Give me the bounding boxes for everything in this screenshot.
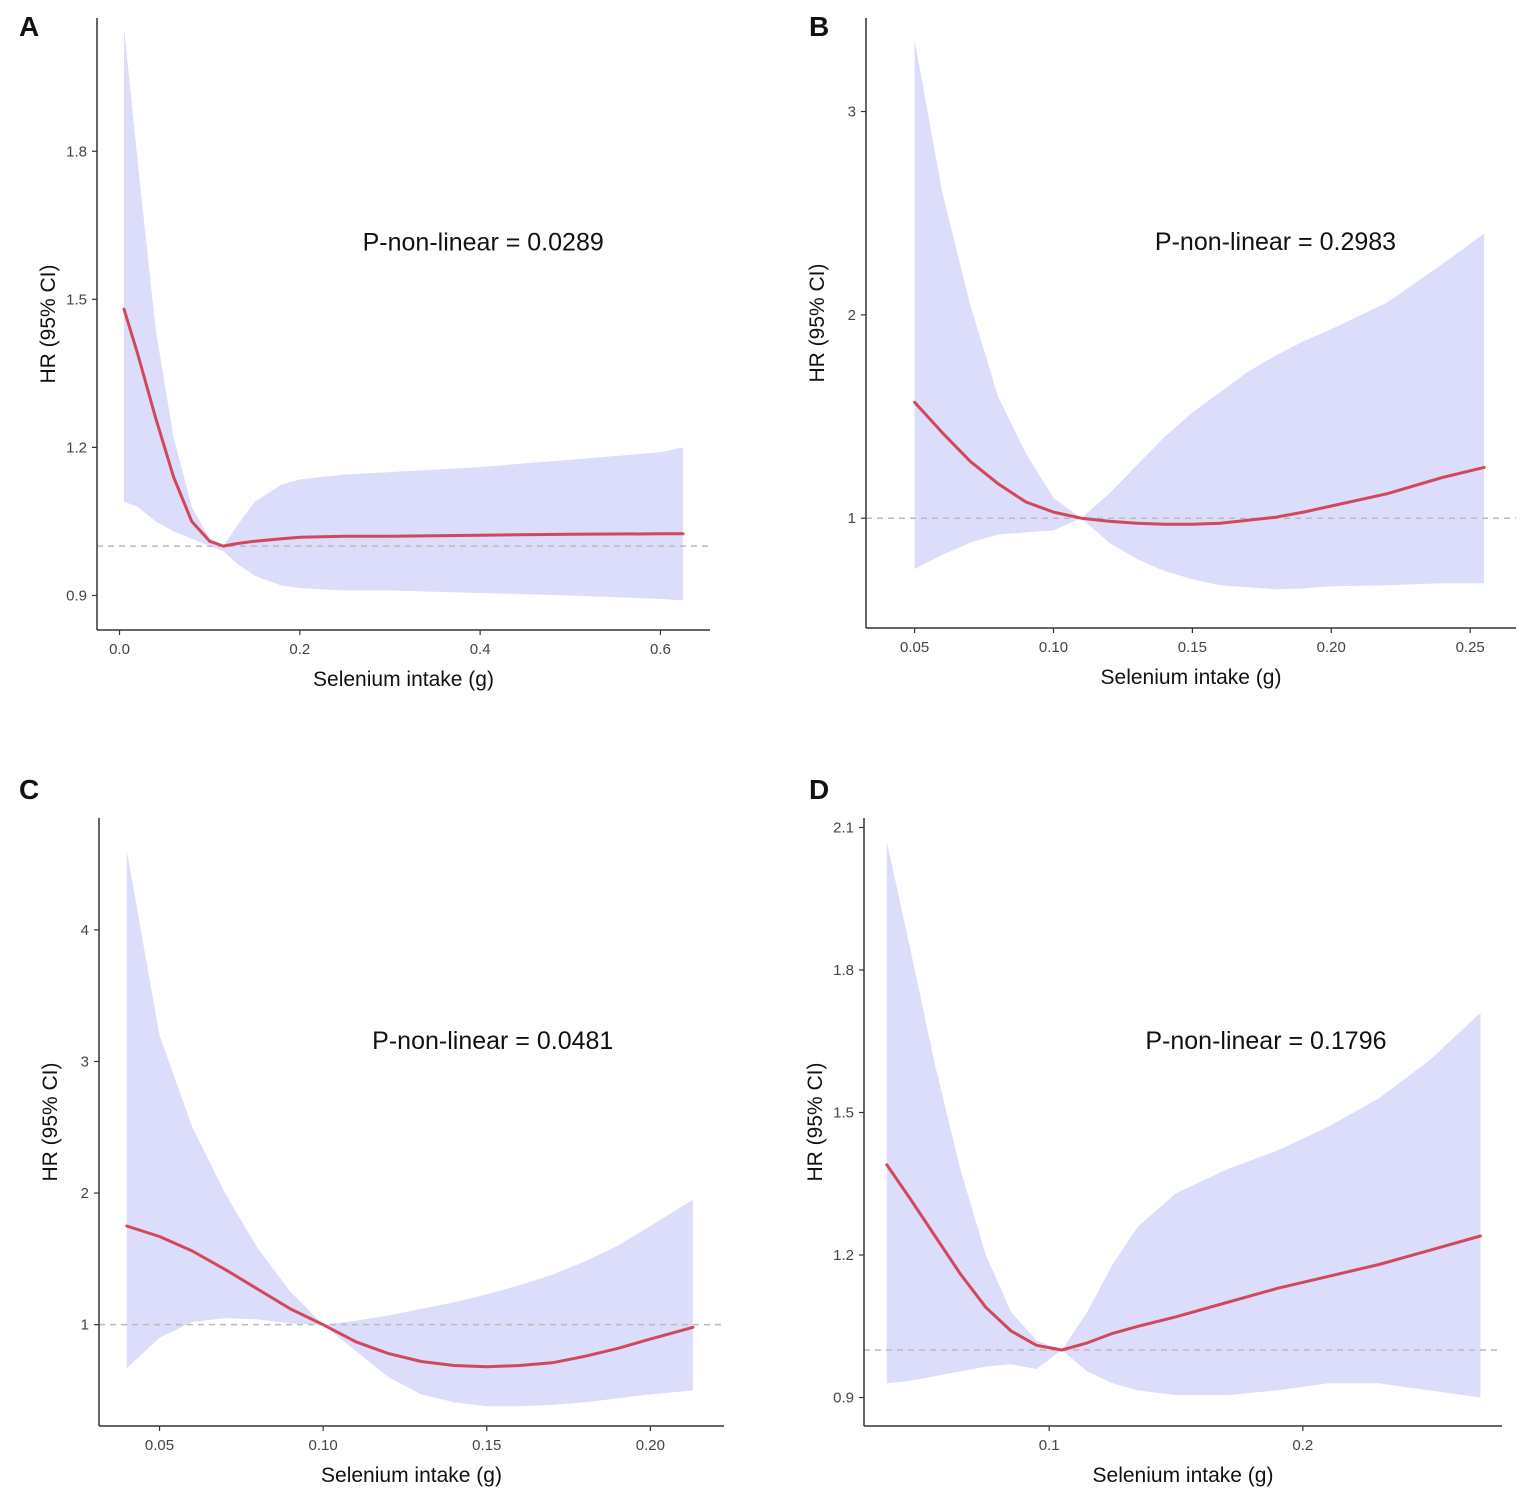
y-tick-label: 1.2	[833, 1247, 854, 1264]
x-tick-label: 0.05	[145, 1437, 174, 1454]
x-axis-title: Selenium intake (g)	[313, 668, 494, 691]
panel-letter: B	[809, 11, 830, 42]
panel-a: A 0.0 0.2 0.4 0.6 0.9 1.2 1.5 1.8 Selenium intak…	[0, 0, 762, 752]
hr-line	[885, 1163, 1482, 1352]
x-tick-label: 0.15	[1178, 639, 1207, 656]
y-tick-label: 0.9	[66, 587, 87, 604]
p-value-annotation: P-non-linear = 0.0289	[363, 229, 604, 257]
hr-line	[125, 1224, 695, 1369]
y-tick-label: 4	[81, 922, 89, 939]
x-tick-label: 0.0	[109, 641, 130, 658]
x-tick-label: 0.10	[1039, 639, 1068, 656]
x-tick-label: 0.25	[1456, 639, 1485, 656]
y-tick-label: 1	[848, 510, 856, 527]
p-value-annotation: P-non-linear = 0.1796	[1145, 1027, 1386, 1055]
panel-letter: D	[809, 774, 830, 805]
chart-d: 0.1 0.2 0.9 1.2 1.5 1.8 2.1 Selenium intake (g)…	[804, 818, 1502, 1487]
x-tick-label: 0.2	[1292, 1437, 1313, 1454]
y-axis-title: HR (95% CI)	[37, 264, 60, 383]
y-tick-label: 2	[848, 307, 856, 324]
hr-line	[913, 400, 1486, 526]
y-tick-label: 3	[848, 104, 856, 121]
y-tick-label: 1.8	[833, 962, 854, 979]
p-value-annotation: P-non-linear = 0.0481	[372, 1027, 613, 1055]
y-axis-title: HR (95% CI)	[39, 1062, 62, 1181]
panel-c: C 0.05 0.10 0.15 0.20 1 2 3 4 Selenium intake (g…	[0, 752, 762, 1503]
chart-c: 0.05 0.10 0.15 0.20 1 2 3 4 Selenium intake (g) H…	[39, 818, 724, 1487]
ci-band	[126, 850, 693, 1407]
y-tick-label: 1.5	[66, 291, 87, 308]
y-axis-title: HR (95% CI)	[804, 1062, 827, 1181]
y-axis-title: HR (95% CI)	[806, 263, 829, 382]
hr-line	[122, 307, 685, 548]
panel-letter: A	[19, 11, 40, 42]
chart-b: 0.05 0.10 0.15 0.20 0.25 1 2 3 Selenium intake (…	[806, 18, 1516, 689]
ci-band	[886, 841, 1481, 1398]
x-axis-title: Selenium intake (g)	[1093, 1464, 1274, 1487]
y-tick-label: 1.5	[833, 1105, 854, 1122]
y-tick-label: 2	[81, 1185, 89, 1202]
ci-band	[124, 27, 683, 601]
panel-b: B 0.05 0.10 0.15 0.20 0.25 1 2 3 Selenium intake…	[762, 0, 1524, 752]
y-tick-label: 1	[81, 1317, 89, 1334]
x-tick-label: 0.20	[1317, 639, 1346, 656]
y-tick-label: 3	[81, 1053, 89, 1070]
x-tick-label: 0.1	[1039, 1437, 1060, 1454]
x-tick-label: 0.15	[472, 1437, 501, 1454]
x-tick-label: 0.20	[636, 1437, 665, 1454]
y-tick-label: 0.9	[833, 1390, 854, 1407]
y-tick-label: 1.2	[66, 439, 87, 456]
x-tick-label: 0.10	[309, 1437, 338, 1454]
chart-a: 0.0 0.2 0.4 0.6 0.9 1.2 1.5 1.8 Selenium intake …	[37, 18, 710, 691]
x-tick-label: 0.4	[470, 641, 491, 658]
y-tick-label: 2.1	[833, 820, 854, 837]
panel-d: D 0.1 0.2 0.9 1.2 1.5 1.8 2.1 Selenium intake (…	[762, 752, 1524, 1503]
x-tick-label: 0.05	[900, 639, 929, 656]
x-tick-label: 0.6	[650, 641, 671, 658]
x-axis-title: Selenium intake (g)	[321, 1464, 502, 1487]
y-tick-label: 1.8	[66, 143, 87, 160]
x-axis-title: Selenium intake (g)	[1101, 666, 1282, 689]
ci-band	[914, 40, 1485, 590]
x-tick-label: 0.2	[289, 641, 310, 658]
panel-letter: C	[19, 774, 40, 805]
p-value-annotation: P-non-linear = 0.2983	[1155, 228, 1396, 256]
